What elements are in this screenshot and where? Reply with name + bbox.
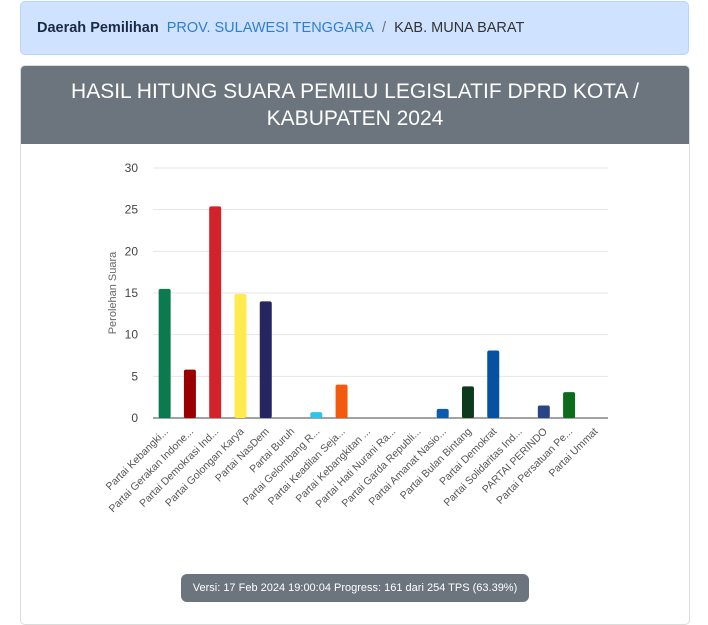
bar — [234, 293, 247, 418]
bar — [158, 288, 171, 418]
breadcrumb-label: Daerah Pemilihan — [37, 20, 159, 36]
bar — [335, 384, 348, 418]
bar — [461, 386, 474, 418]
card-title: HASIL HITUNG SUARA PEMILU LEGISLATIF DPR… — [21, 66, 689, 144]
bar — [259, 301, 272, 418]
y-tick-label: 5 — [131, 369, 138, 383]
bar — [436, 408, 449, 418]
y-tick-label: 0 — [131, 411, 138, 425]
y-tick-label: 20 — [125, 244, 139, 258]
breadcrumb-regency: KAB. MUNA BARAT — [394, 20, 525, 36]
y-tick-label: 15 — [125, 286, 139, 300]
bar — [310, 412, 323, 418]
results-card: HASIL HITUNG SUARA PEMILU LEGISLATIF DPR… — [20, 65, 690, 625]
bar — [487, 350, 500, 418]
breadcrumb-province-link[interactable]: PROV. SULAWESI TENGGARA — [166, 20, 375, 36]
breadcrumb-separator: / — [382, 20, 387, 36]
breadcrumb: Daerah Pemilihan PROV. SULAWESI TENGGARA… — [20, 1, 689, 55]
y-tick-label: 25 — [125, 203, 139, 217]
version-progress-badge: Versi: 17 Feb 2024 19:00:04 Progress: 16… — [181, 574, 529, 602]
bar — [563, 392, 576, 418]
y-tick-label: 30 — [125, 161, 139, 175]
bar — [183, 369, 196, 418]
y-axis-label: Perolehan Suara — [107, 251, 119, 334]
y-tick-label: 10 — [125, 328, 139, 342]
bar — [537, 405, 550, 418]
bar — [209, 206, 222, 418]
